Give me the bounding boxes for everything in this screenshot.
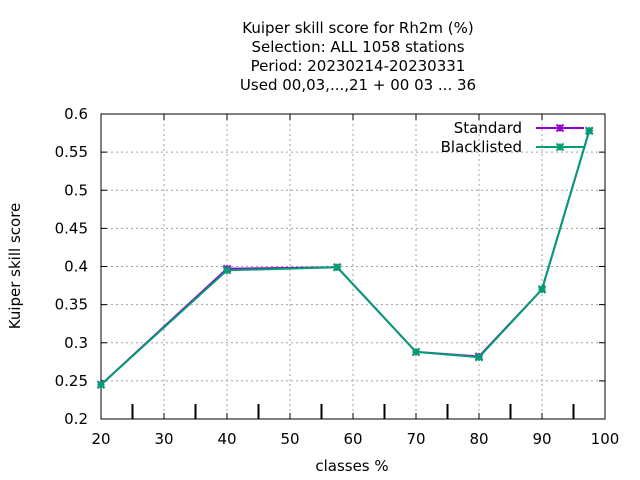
x-tick-labels: 20 30 40 50 60 70 80 90 100	[91, 430, 619, 448]
title-line-4: Used 00,03,...,21 + 00 03 ... 36	[240, 76, 476, 94]
blacklisted-point	[222, 266, 232, 275]
x-tick-label: 100	[591, 430, 620, 448]
y-tick-label: 0.55	[55, 143, 88, 161]
x-tick-label: 90	[532, 430, 551, 448]
y-tick-label: 0.5	[64, 181, 88, 199]
y-tick-label: 0.25	[55, 372, 88, 390]
x-tick-label: 80	[469, 430, 488, 448]
y-axis-label: Kuiper skill score	[6, 203, 24, 330]
blacklisted-point	[411, 347, 421, 357]
x-axis-label: classes %	[315, 457, 388, 475]
x-tick-label: 60	[343, 430, 362, 448]
y-tick-label: 0.6	[64, 105, 88, 123]
x-tick-label: 20	[91, 430, 110, 448]
y-tick-label: 0.35	[55, 296, 88, 314]
blacklisted-legend-marker	[555, 142, 565, 152]
x-tick-label: 50	[280, 430, 299, 448]
title-line-2: Selection: ALL 1058 stations	[251, 38, 464, 56]
blacklisted-point	[96, 380, 106, 389]
title-line-3: Period: 20230214-20230331	[251, 57, 466, 75]
standard-legend-label: Standard	[454, 119, 522, 137]
y-tick-label: 0.2	[64, 410, 88, 428]
blacklisted-point	[537, 285, 547, 294]
x-tick-label: 70	[406, 430, 425, 448]
plot-frame	[100, 113, 606, 420]
y-tick-label: 0.4	[64, 258, 88, 276]
standard-legend-marker	[555, 123, 565, 133]
grid-lines	[101, 114, 605, 419]
chart-title: Kuiper skill score for Rh2m (%) Selectio…	[240, 19, 476, 94]
blacklisted-point	[474, 353, 484, 362]
blacklisted-legend-label: Blacklisted	[441, 138, 522, 156]
y-tick-label: 0.45	[55, 219, 88, 237]
blacklisted-series-line	[100, 130, 591, 386]
standard-series-line	[100, 130, 591, 386]
blacklisted-point	[585, 126, 594, 135]
title-line-1: Kuiper skill score for Rh2m (%)	[242, 19, 474, 37]
x-tick-label: 30	[154, 430, 173, 448]
x-tick-label: 40	[217, 430, 236, 448]
class-marks	[131, 404, 575, 419]
blacklisted-point	[333, 263, 342, 272]
y-tick-labels: 0.2 0.25 0.3 0.35 0.4 0.45 0.5 0.55 0.6	[55, 105, 88, 428]
y-tick-label: 0.3	[64, 334, 88, 352]
series-layer	[96, 126, 594, 389]
